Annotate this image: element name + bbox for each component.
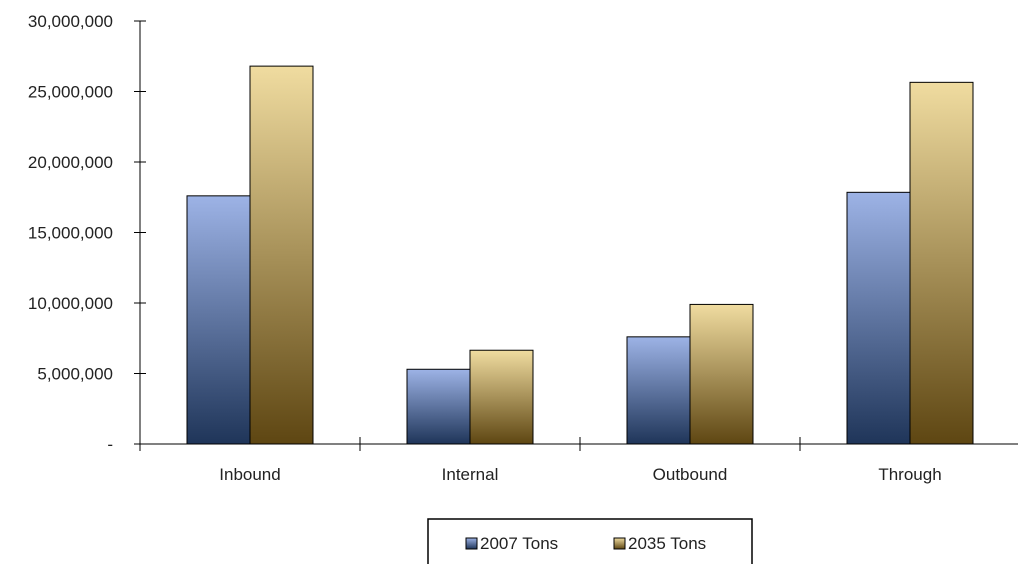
category-label-inbound: Inbound xyxy=(219,465,280,484)
y-tick-label: - xyxy=(107,435,113,454)
category-label-outbound: Outbound xyxy=(653,465,728,484)
bar-outbound-2007-tons xyxy=(626,336,691,445)
legend: 2007 Tons 2035 Tons xyxy=(427,518,753,569)
bar-inbound-2007-tons xyxy=(186,195,251,445)
bars-layer xyxy=(186,65,974,445)
bar-through-2035-tons xyxy=(909,81,974,445)
y-tick-label: 15,000,000 xyxy=(28,224,113,243)
y-tick-label: 10,000,000 xyxy=(28,294,113,313)
category-label-internal: Internal xyxy=(442,465,499,484)
y-tick-label: 20,000,000 xyxy=(28,153,113,172)
bar-inbound-2035-tons xyxy=(249,65,314,445)
legend-swatch-2007-tons xyxy=(465,537,478,550)
bar-internal-2007-tons xyxy=(406,368,471,445)
y-tick-label: 30,000,000 xyxy=(28,12,113,31)
legend-label-2035-tons: 2035 Tons xyxy=(628,534,706,553)
bar-through-2007-tons xyxy=(846,191,911,445)
legend-box xyxy=(427,518,753,569)
bar-internal-2035-tons xyxy=(469,349,534,445)
bar-outbound-2035-tons xyxy=(689,303,754,445)
category-label-through: Through xyxy=(878,465,941,484)
y-tick-label: 25,000,000 xyxy=(28,83,113,102)
axes-layer: Inbound Internal Outbound Through - 5,000,000… xyxy=(28,12,1018,484)
legend-label-2007-tons: 2007 Tons xyxy=(480,534,558,553)
y-tick-label: 5,000,000 xyxy=(37,365,113,384)
legend-swatch-2035-tons xyxy=(613,537,626,550)
